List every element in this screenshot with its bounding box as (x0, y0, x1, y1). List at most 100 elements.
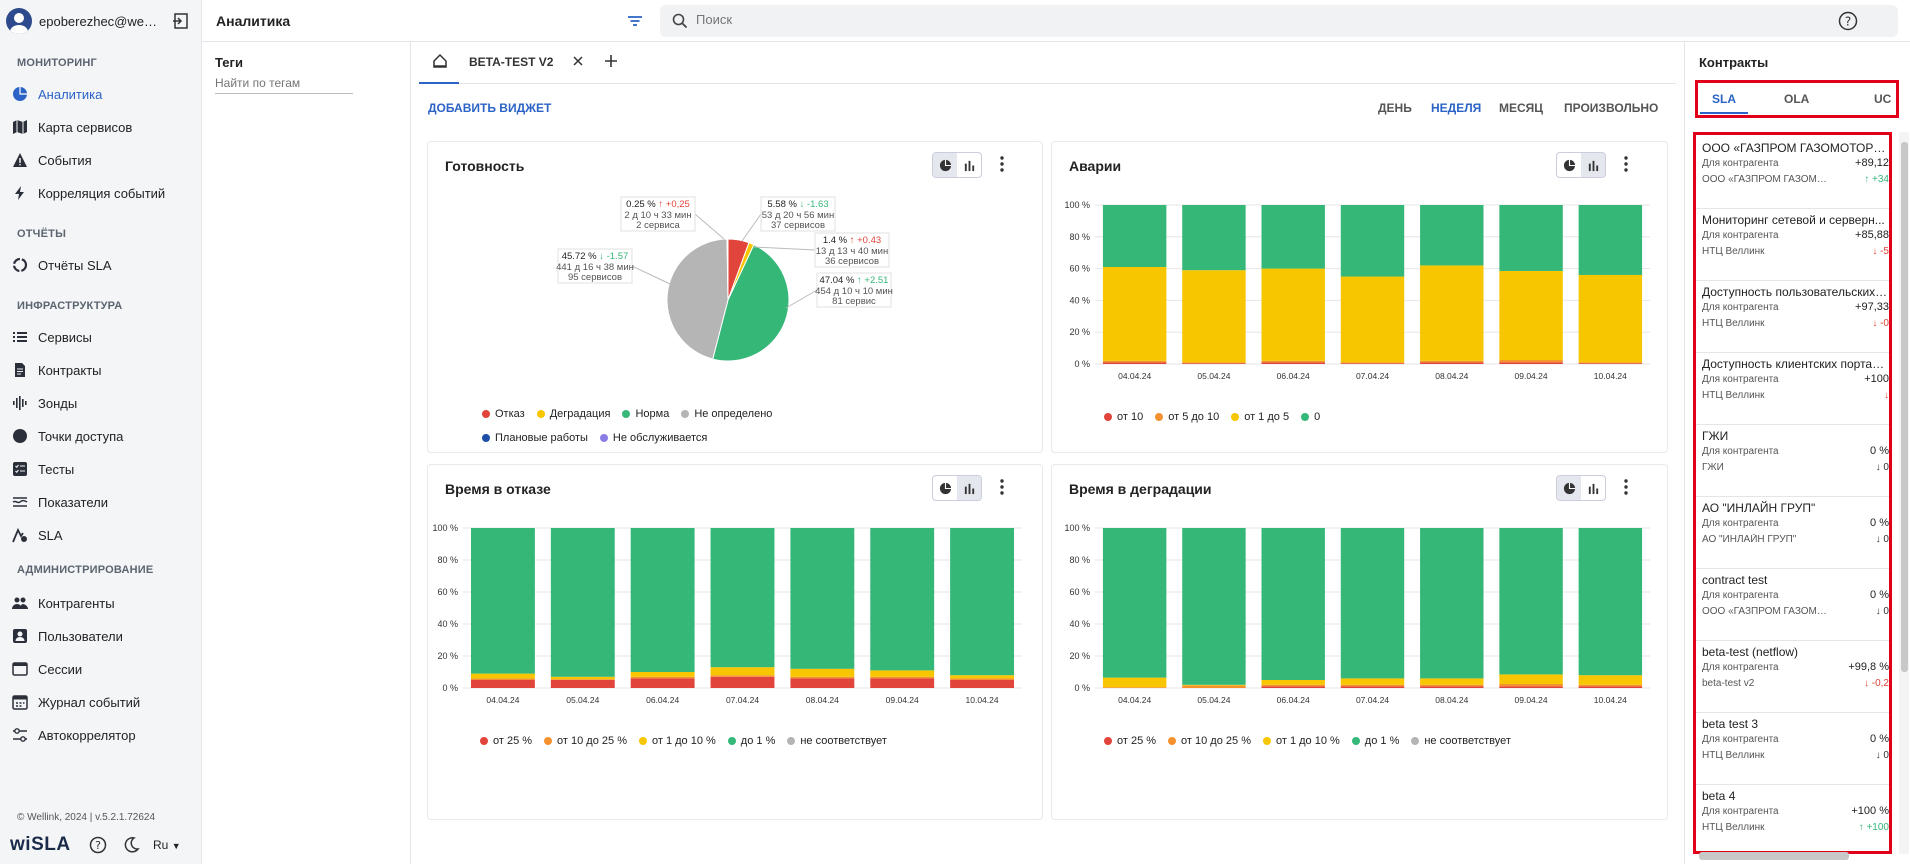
sidebar-item-event-log[interactable]: Журнал событий (0, 687, 202, 717)
bar-segment (790, 676, 855, 679)
tags-search-input[interactable] (215, 72, 353, 94)
contract-item[interactable]: beta 4 Для контрагента +100 % НТЦ Веллинк ↑ … (1696, 785, 1889, 851)
bar-segment (1420, 678, 1484, 685)
chart-type-toggle[interactable] (932, 152, 982, 178)
bar-view-button[interactable] (957, 476, 981, 500)
chart-type-toggle[interactable] (1556, 475, 1606, 501)
sidebar-item-users[interactable]: Пользователи (0, 621, 202, 651)
search-input[interactable] (696, 12, 1796, 27)
chart-type-toggle[interactable] (932, 475, 982, 501)
contract-item[interactable]: Доступность клиентских портал... Для конт… (1696, 353, 1889, 425)
plus-icon[interactable] (602, 52, 620, 70)
legend-item[interactable]: Деградация (536, 402, 610, 426)
legend-item[interactable]: Плановые работы (482, 426, 588, 450)
sidebar-item-sla-reports[interactable]: Отчёты SLA (0, 250, 202, 280)
language-select[interactable]: Ru ▼ (153, 838, 181, 852)
bar-view-button[interactable] (1581, 153, 1605, 177)
period-day[interactable]: ДЕНЬ (1378, 101, 1412, 115)
help-icon[interactable]: ? (1838, 11, 1858, 31)
tab-uc[interactable]: UC (1874, 92, 1892, 106)
legend-item[interactable]: от 10 до 25 % (1168, 729, 1251, 753)
sidebar-item-indicators[interactable]: Показатели (0, 487, 202, 517)
legend-item[interactable]: Не определено (681, 402, 772, 426)
sidebar-item-counterparties[interactable]: Контрагенты (0, 588, 202, 618)
legend-item[interactable]: от 1 до 10 % (1262, 729, 1340, 753)
legend-item[interactable]: от 10 до 25 % (544, 729, 627, 753)
search-bar[interactable] (660, 5, 1898, 37)
scrollbar-thumb[interactable] (1901, 142, 1908, 672)
legend-item[interactable]: от 25 % (1104, 729, 1156, 753)
bar-segment (1499, 205, 1563, 271)
legend-item[interactable]: Отказ (482, 402, 525, 426)
bar-segment (790, 678, 855, 688)
contract-item[interactable]: Доступность пользовательских ... Для конт… (1696, 281, 1889, 353)
help-icon[interactable]: ? (89, 836, 107, 854)
contract-item[interactable]: ООО «ГАЗПРОМ ГАЗОМОТОРН... Для контрагент… (1696, 137, 1889, 209)
close-icon[interactable] (571, 54, 585, 68)
avatar[interactable] (6, 8, 32, 34)
sidebar-item-services[interactable]: Сервисы (0, 322, 202, 352)
logout-icon[interactable] (172, 12, 190, 30)
sidebar-item-tests[interactable]: Тесты (0, 454, 202, 484)
tab-sla[interactable]: SLA (1712, 92, 1736, 106)
legend-item[interactable]: от 1 до 5 (1231, 405, 1289, 429)
contract-item[interactable]: АО "ИНЛАЙН ГРУП" Для контрагента 0 % АО "ИН… (1696, 497, 1889, 569)
home-tab[interactable] (419, 42, 459, 84)
moon-icon[interactable] (122, 836, 140, 854)
sidebar-item-sessions[interactable]: Сессии (0, 654, 202, 684)
bar-view-button[interactable] (1581, 476, 1605, 500)
legend-item[interactable]: Не обслуживается (599, 426, 707, 450)
sidebar-item-probes[interactable]: Зонды (0, 388, 202, 418)
contract-kind: Для контрагента (1702, 590, 1779, 601)
contract-item[interactable]: beta-test (netflow) Для контрагента +99,8 … (1696, 641, 1889, 713)
pie-view-button[interactable] (1557, 153, 1581, 177)
sidebar-item-analytics[interactable]: Аналитика (0, 79, 202, 109)
sidebar-item-autocorrelator[interactable]: Автокоррелятор (0, 720, 202, 750)
filter-icon[interactable] (626, 12, 644, 30)
legend-item[interactable]: 0 (1301, 405, 1320, 429)
legend-label: 0 (1314, 411, 1321, 423)
legend-item[interactable]: до 1 % (727, 729, 775, 753)
legend-item[interactable]: не соответствует (787, 729, 887, 753)
user-menu[interactable]: epoberezhec@wellink (6, 6, 196, 36)
sidebar-item-sla[interactable]: SLA (0, 520, 202, 550)
horizontal-scrollbar[interactable] (1699, 852, 1849, 860)
sidebar-item-contracts[interactable]: Контракты (0, 355, 202, 385)
period-month[interactable]: МЕСЯЦ (1499, 101, 1544, 115)
bar-view-button[interactable] (957, 153, 981, 177)
sidebar-item-access-points[interactable]: Точки доступа (0, 421, 202, 451)
legend-item[interactable]: Норма (622, 402, 669, 426)
legend-item[interactable]: от 10 (1104, 405, 1143, 429)
tab-ola[interactable]: OLA (1784, 92, 1810, 106)
contract-item[interactable]: contract test Для контрагента 0 % ООО «ГАЗП… (1696, 569, 1889, 641)
more-options-icon[interactable] (1623, 478, 1629, 496)
more-options-icon[interactable] (999, 478, 1005, 496)
period-custom[interactable]: ПРОИЗВОЛЬНО (1564, 101, 1659, 115)
contract-item[interactable]: Мониторинг сетевой и серверн... Для контр… (1696, 209, 1889, 281)
contract-value: 0 % (1870, 733, 1889, 745)
tab-beta-test-v2[interactable]: BETA-TEST V2 (469, 55, 554, 69)
legend-item[interactable]: не соответствует (1411, 729, 1511, 753)
pie-slice (712, 244, 790, 362)
map-icon (13, 120, 27, 134)
legend-item[interactable]: от 5 до 10 (1155, 405, 1219, 429)
sidebar-item-events[interactable]: События (0, 145, 202, 175)
contract-item[interactable]: ГЖИ Для контрагента 0 % ГЖИ ↓ 0 (1696, 425, 1889, 497)
legend-item[interactable]: от 25 % (480, 729, 532, 753)
contract-item[interactable]: beta test 3 Для контрагента 0 % НТЦ Веллинк… (1696, 713, 1889, 785)
more-options-icon[interactable] (1623, 155, 1629, 173)
wisla-logo: wiSLA (10, 834, 71, 856)
pie-view-button[interactable] (933, 153, 957, 177)
period-week[interactable]: НЕДЕЛЯ (1431, 101, 1482, 115)
legend-item[interactable]: от 1 до 10 % (638, 729, 716, 753)
pie-view-button[interactable] (1557, 476, 1581, 500)
sidebar-item-service-map[interactable]: Карта сервисов (0, 112, 202, 142)
add-widget-button[interactable]: ДОБАВИТЬ ВИДЖЕТ (428, 101, 552, 115)
chart-type-toggle[interactable] (1556, 152, 1606, 178)
sidebar-item-correlation[interactable]: Корреляция событий (0, 178, 202, 208)
dashboard-main: BETA-TEST V2 ДОБАВИТЬ ВИДЖЕТ ДЕНЬ НЕДЕЛЯ… (411, 42, 1684, 864)
legend-dot (599, 434, 608, 442)
pie-view-button[interactable] (933, 476, 957, 500)
more-options-icon[interactable] (999, 155, 1005, 173)
legend-item[interactable]: до 1 % (1351, 729, 1399, 753)
